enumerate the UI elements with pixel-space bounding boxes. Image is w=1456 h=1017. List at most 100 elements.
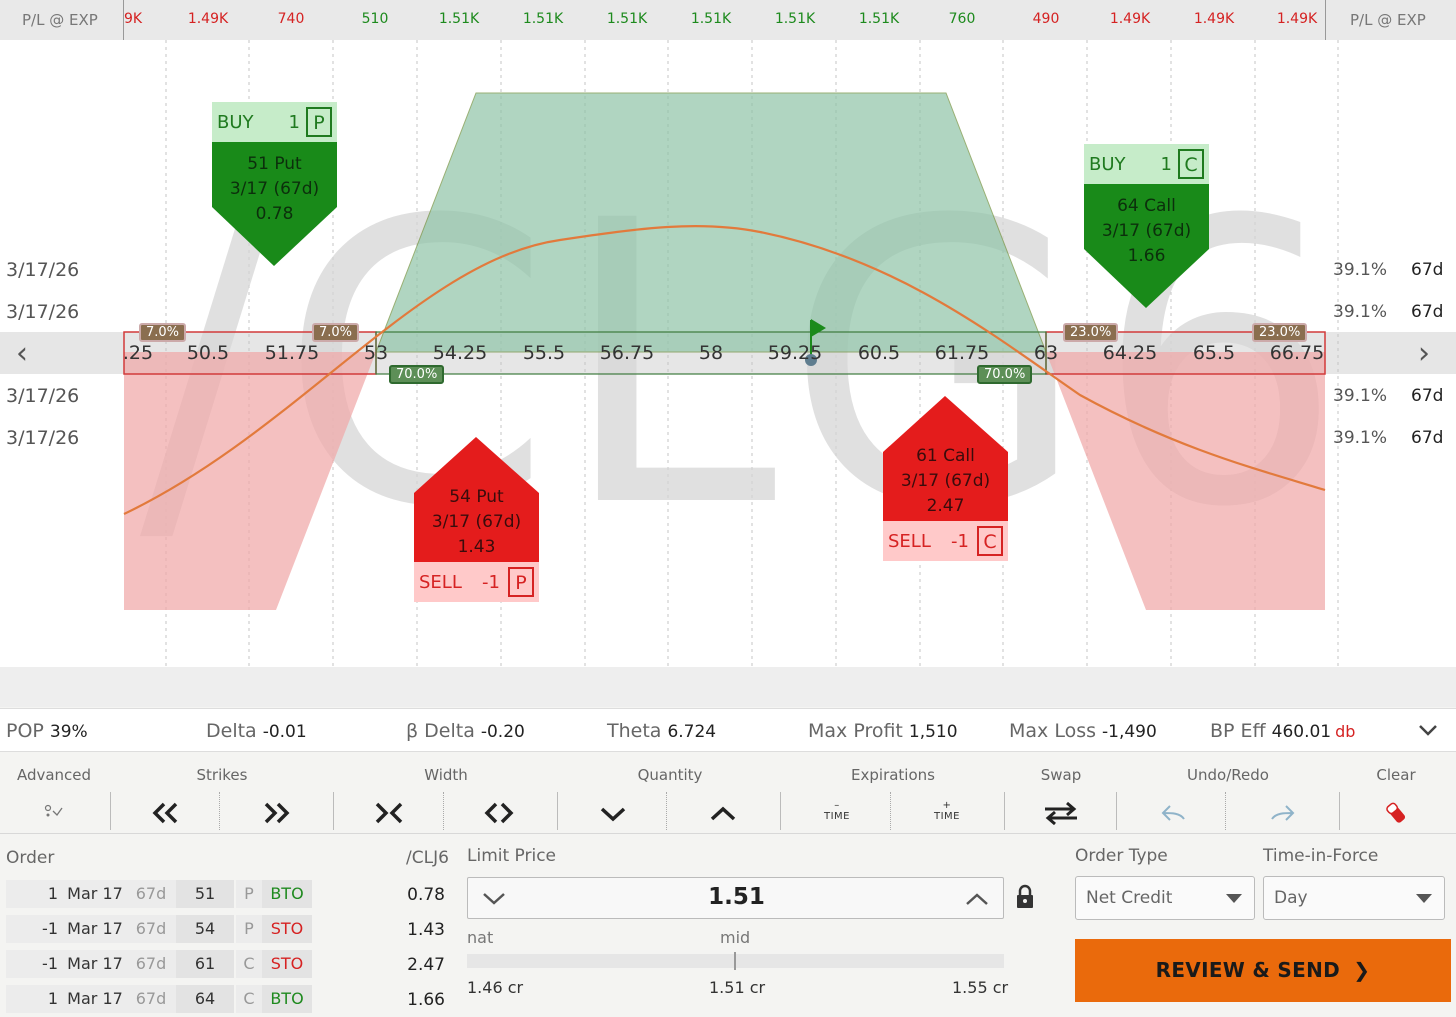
graph-left-border [123, 0, 124, 40]
leg-sell-61-call[interactable]: 61 Call 3/17 (67d) 2.47 SELL -1 C [883, 396, 1008, 561]
leg-type-call[interactable]: C [977, 526, 1003, 556]
strike-label: 55.5 [522, 342, 566, 364]
order-leg-qty[interactable]: 1 [6, 985, 64, 1013]
pl-value: 1.51K [606, 11, 648, 27]
strategy-toolbar: Advanced Strikes Width Quantity Expirati… [0, 752, 1456, 834]
order-leg-strike[interactable]: 51 [176, 880, 234, 908]
tool-separator [666, 792, 667, 830]
profit-range [375, 331, 1047, 375]
tool-separator [1004, 792, 1005, 830]
pl-value: 1.51K [858, 11, 900, 27]
stat-theta: Theta 6.724 [607, 720, 717, 742]
exp-date-row: 3/17/26 [6, 259, 80, 281]
strike-label: 64.25 [1102, 342, 1158, 364]
leg-pointer [212, 142, 337, 266]
tool-separator [557, 792, 558, 830]
scroll-left-icon[interactable]: ‹ [16, 336, 28, 371]
undo-icon[interactable] [1160, 804, 1186, 822]
pl-value: 9K [123, 11, 143, 27]
width-widen-icon[interactable] [484, 802, 514, 824]
prob-badge: 70.0% [977, 365, 1033, 384]
swap-icon[interactable] [1043, 801, 1079, 825]
order-leg-strike[interactable]: 54 [176, 915, 234, 943]
order-leg-price: 2.47 [407, 955, 445, 975]
leg-buy-51-put[interactable]: BUY 1 P 51 Put 3/17 (67d) 0.78 [212, 102, 337, 267]
price-flag [811, 319, 826, 337]
leg-type-call[interactable]: C [1178, 149, 1204, 179]
expiration-earlier-icon[interactable]: – TIME [823, 800, 851, 822]
stat-delta: Delta -0.01 [206, 720, 307, 742]
order-leg-dte: 67d [126, 880, 176, 908]
mid-label: mid [720, 928, 751, 947]
pl-value: 1.49K [187, 11, 229, 27]
leg-action: BUY [217, 111, 254, 133]
order-leg-exp: Mar 17 [64, 950, 126, 978]
prob-badge: 7.0% [139, 323, 187, 342]
risk-graph[interactable]: /CLG6 3/17/26 3/17/26 3/17/26 3/17/26 39… [0, 40, 1456, 707]
order-leg-strike[interactable]: 64 [176, 985, 234, 1013]
leg-type-put[interactable]: P [306, 107, 332, 137]
order-leg-exp: Mar 17 [64, 915, 126, 943]
tif-select[interactable]: Day [1263, 876, 1445, 920]
leg-qty: 1 [1160, 153, 1172, 175]
strike-label: .25 [122, 342, 154, 364]
order-leg-exp: Mar 17 [64, 880, 126, 908]
tool-label: Expirations [851, 766, 935, 784]
price-slider-thumb[interactable] [734, 952, 736, 970]
lock-icon[interactable] [1015, 884, 1035, 910]
expand-stats-icon[interactable] [1418, 724, 1438, 738]
strike-label: 63 [1033, 342, 1059, 364]
tool-separator [333, 792, 334, 830]
leg-sell-54-put[interactable]: 54 Put 3/17 (67d) 1.43 SELL -1 P [414, 437, 539, 602]
pl-label-right: P/L @ EXP [1350, 11, 1426, 29]
review-send-button[interactable]: REVIEW & SEND ❯ [1075, 939, 1451, 1002]
order-leg-qty[interactable]: -1 [6, 915, 64, 943]
order-leg-qty[interactable]: -1 [6, 950, 64, 978]
pl-value: 1.49K [1109, 11, 1151, 27]
strike-label: 59.25 [767, 342, 823, 364]
strikes-down-icon[interactable] [151, 802, 181, 824]
pl-value: 1.49K [1193, 11, 1235, 27]
tool-separator [110, 792, 111, 830]
stat-max-profit: Max Profit 1,510 [808, 720, 958, 742]
price-up-icon[interactable] [965, 892, 989, 906]
tool-label: Undo/Redo [1187, 766, 1269, 784]
leg-buy-64-call[interactable]: BUY 1 C 64 Call 3/17 (67d) 1.66 [1084, 144, 1209, 309]
strikes-up-icon[interactable] [261, 802, 291, 824]
chevron-down-icon [1226, 894, 1242, 903]
strike-label: 53 [363, 342, 389, 364]
quantity-down-icon[interactable] [600, 806, 626, 822]
order-symbol: /CLJ6 [406, 848, 449, 868]
leg-pointer [1084, 184, 1209, 308]
width-narrow-icon[interactable] [374, 802, 404, 824]
prob-badge: 23.0% [1063, 323, 1119, 342]
leg-type-put[interactable]: P [508, 567, 534, 597]
chevron-down-icon [1416, 894, 1432, 903]
stat-bp-effect: BP Eff 460.01 db [1210, 720, 1356, 742]
leg-price-label: 1.66 [1127, 246, 1166, 266]
order-leg-dte: 67d [126, 985, 176, 1013]
quantity-up-icon[interactable] [710, 806, 736, 822]
strike-label: 66.75 [1269, 342, 1325, 364]
pl-value: 1.51K [774, 11, 816, 27]
leg-qty: -1 [951, 530, 969, 552]
strike-label: 61.75 [934, 342, 990, 364]
limit-price-field[interactable]: 1.51 [467, 877, 1004, 919]
far-price: 1.55 cr [952, 978, 1009, 997]
order-leg-type: C [236, 950, 262, 978]
scroll-right-icon[interactable]: › [1418, 336, 1430, 371]
order-leg-qty[interactable]: 1 [6, 880, 64, 908]
redo-icon[interactable] [1270, 804, 1296, 822]
advanced-icon[interactable] [44, 804, 64, 818]
limit-price-value[interactable]: 1.51 [708, 884, 765, 910]
clear-eraser-icon[interactable] [1384, 800, 1408, 826]
pl-value: 510 [361, 11, 389, 27]
exp-date-row: 3/17/26 [6, 301, 80, 323]
order-title: Order [6, 848, 55, 868]
order-leg-strike[interactable]: 61 [176, 950, 234, 978]
order-type-select[interactable]: Net Credit [1075, 876, 1255, 920]
expiration-later-icon[interactable]: + TIME [933, 800, 961, 822]
pl-value: 1.51K [690, 11, 732, 27]
tool-separator [1339, 792, 1340, 830]
price-down-icon[interactable] [482, 892, 506, 906]
